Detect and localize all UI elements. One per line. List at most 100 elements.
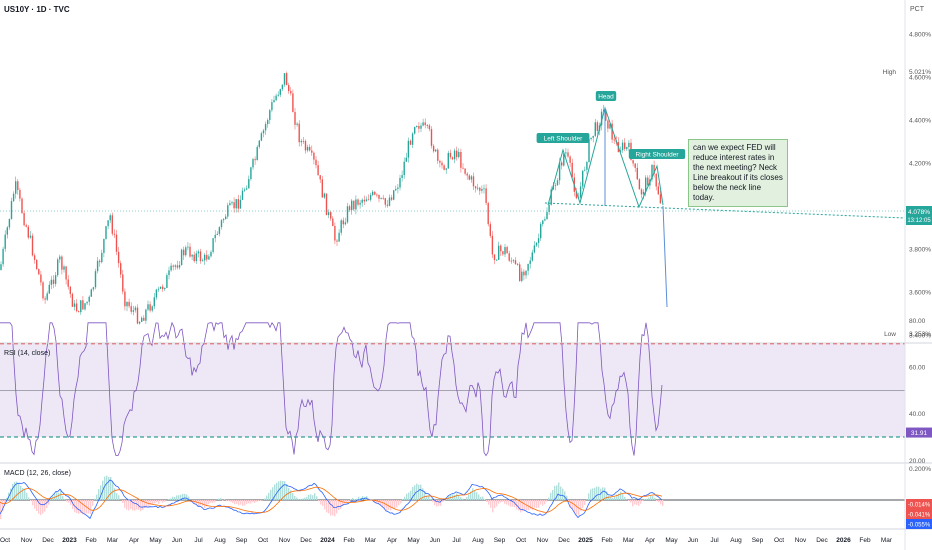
candle-body [659,194,662,204]
candle-body [634,163,636,168]
macd-histogram-bar [584,500,586,505]
macd-histogram-bar [272,487,274,500]
candle-body [596,122,599,131]
macd-histogram-bar [160,500,162,502]
candle-body [519,264,521,281]
head-label: Head [598,94,614,101]
macd-histogram-bar [62,495,64,500]
candle-body [88,296,90,302]
macd-histogram-bar [642,500,644,502]
macd-histogram-bar [254,500,256,503]
time-axis-label: Sep [494,537,506,544]
macd-histogram-bar [506,500,508,505]
candle-body [8,218,11,228]
macd-histogram-bar [98,489,100,500]
rsi-pane[interactable] [0,321,905,457]
macd-histogram-bar [418,484,420,500]
candle-body [180,249,183,266]
candle-body [206,254,208,260]
analysis-note[interactable]: can we expect FED will reduce interest r… [688,139,788,207]
candle-body [508,253,510,261]
macd-histogram-bar [610,496,612,500]
candle-body [378,194,380,199]
macd-histogram-bar [434,500,436,506]
macd-histogram-bar [352,497,354,500]
candle-body [29,235,32,238]
candle-body [338,232,340,242]
rsi-line [0,321,663,457]
macd-histogram-bar [142,500,144,510]
candle-body [611,123,613,140]
candle-body [143,317,145,321]
time-axis-label: 2025 [578,537,593,544]
macd-histogram-bar [654,497,656,500]
candle-body [384,198,386,205]
candle-body [449,152,452,158]
candle-body [124,291,126,307]
candle-body [477,187,479,189]
candle-body [565,152,567,154]
candle-body [193,254,195,262]
macd-pane[interactable] [0,475,905,520]
macd-title[interactable]: MACD (12, 26, close) [4,470,71,477]
candle-body [27,226,29,238]
macd-histogram-bar [660,500,662,505]
candle-body [386,204,389,206]
candle-body [428,125,431,130]
current-price-value: 4.078% [908,209,930,216]
macd-histogram-bar [0,500,2,520]
macd-histogram-bar [344,500,346,504]
symbol-title[interactable]: US10Y · 1D · TVC [4,5,70,14]
candle-body [134,307,137,311]
price-axis-label: 4.600% [909,75,931,82]
candle-body [569,156,571,163]
macd-histogram-bar [574,500,576,513]
candle-body [472,176,475,187]
scale-mode-label[interactable]: PCT [910,6,924,13]
macd-histogram-bar [90,500,92,515]
macd-histogram-bar [414,485,416,500]
macd-histogram-bar [296,497,298,500]
time-axis-label: Jun [172,537,183,544]
macd-histogram-bar [204,500,206,508]
macd-histogram-bar [292,492,294,500]
macd-histogram-bar [154,500,156,504]
candle-body [403,161,405,176]
macd-histogram-bar [170,498,172,500]
candle-body [571,162,573,178]
candle-body [365,199,368,202]
macd-histogram-bar [200,500,202,505]
macd-histogram-bar [174,496,176,500]
candle-body [155,289,158,298]
macd-histogram-bar [590,489,592,500]
candle-body [90,289,92,297]
candle-body [214,234,216,239]
candle-body [185,247,187,256]
candle-body [554,185,557,187]
candle-body [183,249,185,256]
macd-histogram-bar [398,500,400,506]
candle-body [168,270,170,276]
macd-histogram-bar [310,494,312,500]
macd-histogram-bar [126,500,128,510]
macd-histogram-bar [4,500,6,504]
time-axis-label: Aug [214,537,226,544]
macd-histogram-bar [576,500,578,515]
macd-histogram-bar [18,483,20,500]
rsi-title[interactable]: RSI (14, close) [4,350,51,357]
low-value: 3.253% [909,331,931,338]
candle-body [82,300,84,310]
candle-body [306,146,309,151]
candle-body [101,252,103,263]
time-axis-label: Aug [472,537,484,544]
candle-body [567,152,569,157]
time-axis-label: Jun [688,537,699,544]
candle-body [75,303,78,312]
macd-histogram-bar [428,496,430,500]
candle-body [283,73,286,85]
macd-histogram-bar [488,500,490,505]
candle-body [458,151,460,158]
candle-body [141,317,143,322]
